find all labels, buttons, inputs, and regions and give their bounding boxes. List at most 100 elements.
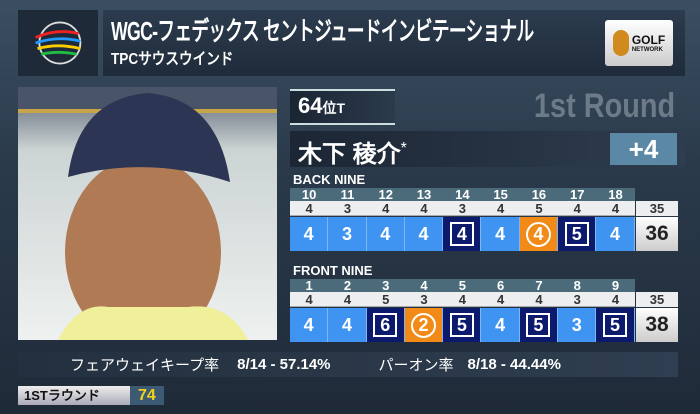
score-value: 5 [526,313,551,337]
score-value: 5 [449,313,474,337]
hole-par: 4 [305,292,313,307]
hole-par: 4 [382,201,390,216]
hole-par: 4 [420,201,428,216]
rank-number: 64 [298,93,323,118]
score-value: 3 [571,315,582,335]
hole-par: 4 [535,292,543,307]
player-name-bar: 木下 稜介* +4 [290,131,685,170]
hole-number: 16 [531,187,547,202]
player-name-text: 木下 稜介 [298,141,401,168]
hole-number: 10 [301,187,317,202]
hole-number: 13 [416,187,432,202]
hole-par: 5 [535,201,543,216]
hole-number: 4 [420,278,428,293]
back-nine-pars: 4 3 4 4 3 4 5 4 4 [290,201,635,216]
hole-par: 3 [343,201,352,216]
score-value: 4 [495,315,506,335]
hole-par: 4 [611,292,620,307]
score-value: 4 [449,222,474,246]
front-nine-score-total: 38 [636,308,678,342]
score-value: 4 [303,315,314,335]
back-nine-holes: 10 11 12 13 14 15 16 17 18 [290,188,635,201]
hole-par: 3 [420,292,428,307]
back-nine-par-total: 35 [636,201,678,216]
score-value: 4 [418,224,429,244]
hole-par: 4 [497,201,505,216]
score-cell-par: 4 [481,217,520,251]
rank-suffix: 位T [322,100,346,116]
round-title: 1st Round [533,87,675,125]
score-cell-bogey: 5 [443,308,482,342]
wgc-logo [18,10,98,76]
hole-number: 14 [455,187,470,202]
score-cell-birdie: 4 [519,217,559,251]
hole-number: 11 [340,187,355,202]
hole-number: 5 [458,278,466,293]
score-cell-birdie: 2 [404,308,444,342]
score-cell-par: 4 [404,217,444,251]
hole-number: 17 [569,187,585,202]
front-nine-label: FRONT NINE [293,263,373,278]
score-value: 4 [303,224,314,244]
hole-number: 9 [611,278,620,293]
score-value: 4 [380,224,391,244]
course-name: TPCサウスウインド [111,51,234,68]
score-cell-par: 3 [558,308,597,342]
hole-number: 1 [305,278,313,293]
gir-label: パーオン率 [378,357,454,374]
back-nine-label: BACK NINE [293,172,366,187]
tournament-title: WGC-フェデックス セントジュードインビテーショナル [111,16,534,46]
hole-number: 8 [573,278,581,293]
score-value: 6 [373,313,398,337]
round-badge-label: 1STラウンド [18,386,130,405]
player-name: 木下 稜介* [298,134,407,170]
hole-par: 4 [611,201,620,216]
hole-par: 5 [382,292,390,307]
golf-network-logo: GOLF NETWORK [605,20,673,66]
score-value: 4 [341,315,352,335]
score-cell-bogey: 5 [558,217,597,251]
score-cell-bogey: 5 [519,308,559,342]
score-cell-par: 4 [328,308,367,342]
hole-par: 3 [573,292,581,307]
score-value: 3 [341,224,352,244]
hole-par: 4 [573,201,581,216]
front-nine-par-total: 35 [636,292,678,307]
tournament-header: WGC-フェデックス セントジュードインビテーショナル TPCサウスウインド G… [103,10,685,76]
hole-par: 4 [458,292,466,307]
hole-number: 6 [497,278,505,293]
score-value: 4 [610,224,621,244]
score-cell-bogey: 4 [443,217,482,251]
score-value: 5 [603,313,628,337]
to-par-score: +4 [610,133,677,165]
score-value: 4 [525,221,551,247]
hole-number: 15 [493,187,508,202]
front-nine-pars: 4 4 5 3 4 4 4 3 4 [290,292,635,307]
score-value: 5 [564,222,589,246]
amateur-mark: * [400,140,407,157]
hole-number: 12 [378,187,393,202]
hole-number: 2 [343,278,352,293]
score-cell-bogey: 6 [366,308,405,342]
score-value: 4 [495,224,506,244]
score-value: 2 [411,312,437,338]
score-cell-par: 4 [481,308,520,342]
fairway-value: 8/14 - 57.14% [237,356,331,373]
round-badge-score: 74 [130,386,164,405]
score-cell-par: 4 [596,217,635,251]
score-cell-bogey: 5 [596,308,635,342]
score-cell-par: 4 [290,217,329,251]
rank-box: 64位T [290,89,395,125]
score-cell-par: 4 [366,217,405,251]
hole-number: 7 [535,278,543,293]
player-photo [18,87,277,340]
hole-par: 4 [305,201,313,216]
gir-value: 8/18 - 44.44% [467,356,561,373]
hole-number: 18 [608,187,623,202]
hole-par: 4 [497,292,505,307]
back-nine-score-total: 36 [636,217,678,251]
front-nine-holes: 1 2 3 4 5 6 7 8 9 [290,279,635,292]
fairway-label: フェアウェイキープ率 [70,357,220,374]
